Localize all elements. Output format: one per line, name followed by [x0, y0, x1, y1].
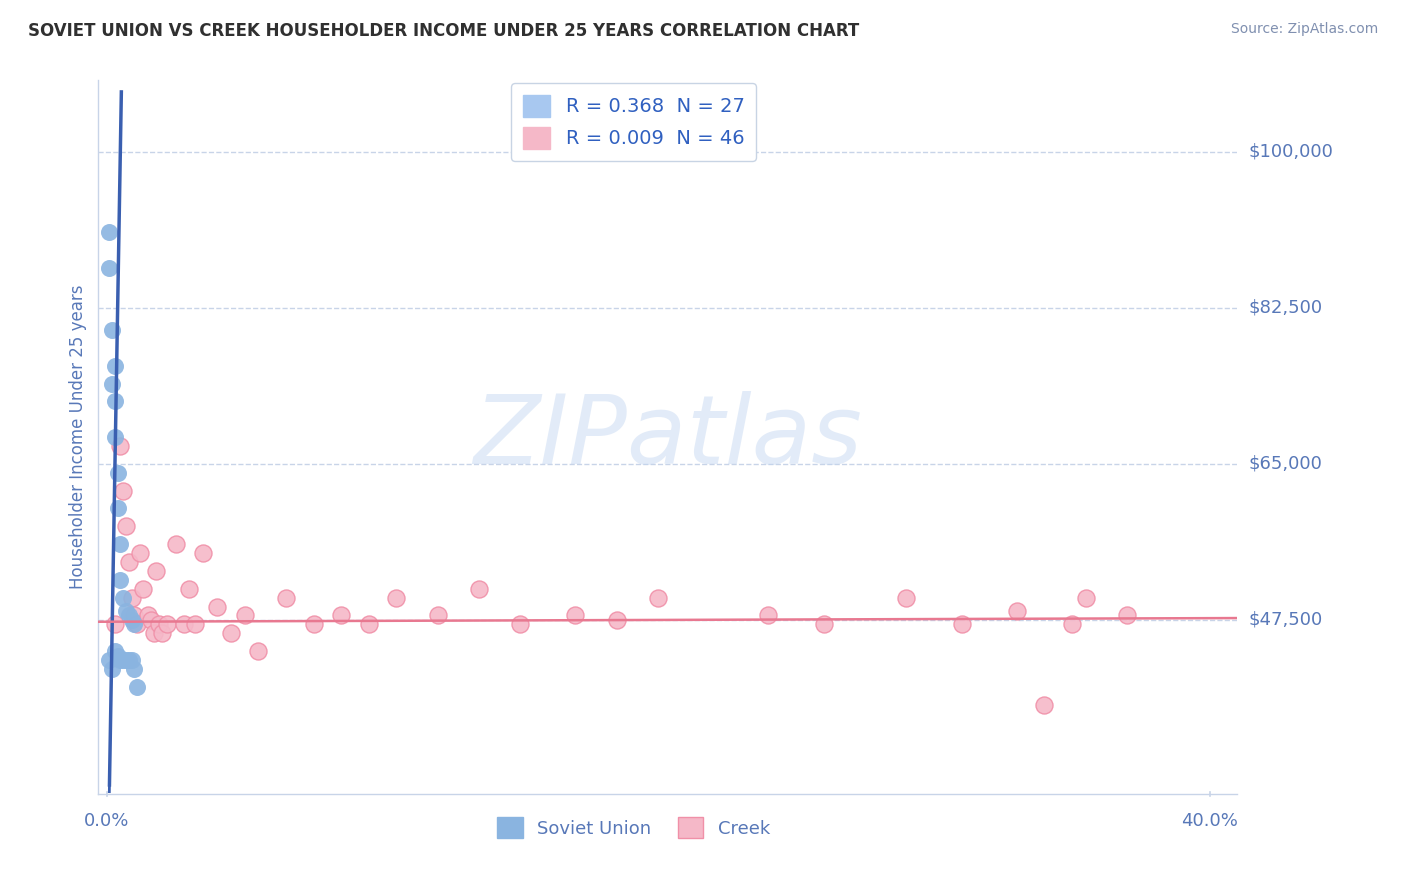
Point [179, 582, 201, 596]
Point [122, 662, 145, 676]
Point [564, 608, 586, 623]
Text: 40.0%: 40.0% [1181, 812, 1239, 830]
Point [122, 608, 145, 623]
Point [107, 501, 129, 516]
Point [98, 225, 121, 239]
Point [98, 653, 121, 667]
Point [468, 582, 491, 596]
Text: $47,500: $47,500 [1249, 611, 1323, 629]
Point [104, 617, 127, 632]
Y-axis label: Householder Income Under 25 years: Householder Income Under 25 years [69, 285, 87, 590]
Point [1033, 698, 1056, 712]
Point [509, 617, 531, 632]
Point [896, 591, 918, 605]
Point [107, 648, 129, 663]
Legend: Soviet Union, Creek: Soviet Union, Creek [486, 806, 780, 849]
Point [115, 604, 138, 618]
Point [110, 537, 132, 551]
Point [118, 608, 141, 623]
Point [101, 323, 124, 337]
Point [121, 591, 143, 605]
Point [205, 599, 228, 614]
Point [247, 644, 270, 658]
Point [115, 519, 138, 533]
Point [193, 546, 215, 560]
Point [122, 617, 145, 632]
Text: $100,000: $100,000 [1249, 143, 1333, 161]
Point [426, 608, 449, 623]
Point [131, 582, 153, 596]
Text: Source: ZipAtlas.com: Source: ZipAtlas.com [1230, 22, 1378, 37]
Point [165, 537, 187, 551]
Text: $65,000: $65,000 [1249, 455, 1322, 473]
Point [606, 613, 628, 627]
Point [101, 662, 124, 676]
Point [110, 439, 132, 453]
Text: ZIPatlas: ZIPatlas [474, 391, 862, 483]
Point [112, 483, 135, 498]
Point [233, 608, 256, 623]
Point [150, 626, 173, 640]
Point [1005, 604, 1028, 618]
Point [118, 555, 141, 569]
Point [101, 376, 124, 391]
Point [173, 617, 195, 632]
Point [184, 617, 207, 632]
Point [118, 653, 141, 667]
Text: 0.0%: 0.0% [84, 812, 129, 830]
Point [115, 653, 138, 667]
Point [128, 546, 150, 560]
Point [104, 359, 127, 373]
Point [1074, 591, 1097, 605]
Point [139, 613, 162, 627]
Point [107, 466, 129, 480]
Point [647, 591, 669, 605]
Point [142, 626, 165, 640]
Text: SOVIET UNION VS CREEK HOUSEHOLDER INCOME UNDER 25 YEARS CORRELATION CHART: SOVIET UNION VS CREEK HOUSEHOLDER INCOME… [28, 22, 859, 40]
Point [156, 617, 179, 632]
Point [125, 680, 148, 694]
Point [813, 617, 835, 632]
Point [302, 617, 325, 632]
Point [330, 608, 353, 623]
Point [104, 394, 127, 409]
Point [104, 430, 127, 444]
Point [357, 617, 380, 632]
Point [121, 613, 143, 627]
Point [1060, 617, 1083, 632]
Point [219, 626, 242, 640]
Point [104, 644, 127, 658]
Point [758, 608, 780, 623]
Point [145, 564, 167, 578]
Point [1116, 608, 1139, 623]
Point [125, 617, 148, 632]
Point [385, 591, 408, 605]
Point [98, 260, 121, 275]
Point [112, 591, 135, 605]
Point [110, 653, 132, 667]
Point [121, 653, 143, 667]
Text: $82,500: $82,500 [1249, 299, 1323, 317]
Point [950, 617, 973, 632]
Point [136, 608, 159, 623]
Point [110, 573, 132, 587]
Point [148, 617, 170, 632]
Point [274, 591, 297, 605]
Point [112, 653, 135, 667]
